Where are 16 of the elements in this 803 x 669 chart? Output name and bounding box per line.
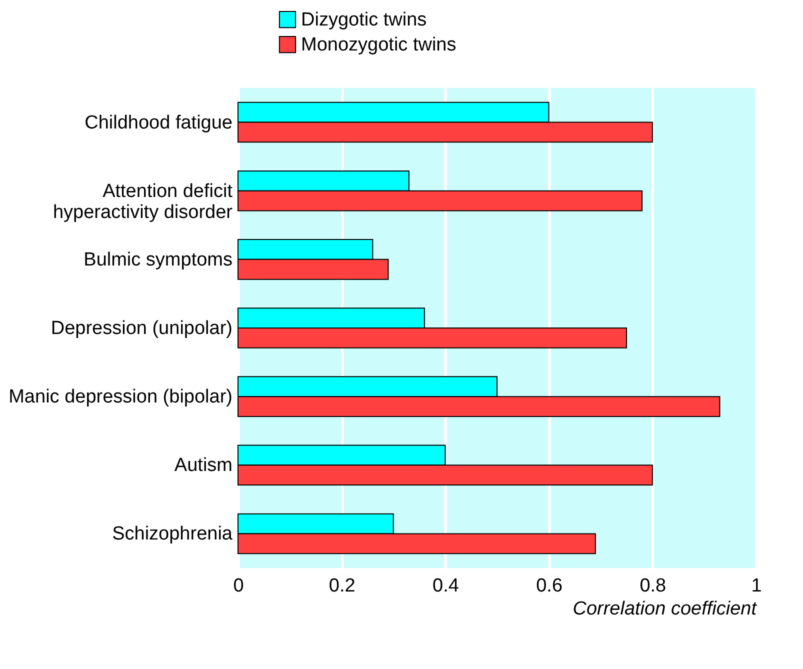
y-tick-label: Depression (unipolar) bbox=[50, 318, 232, 339]
y-tick-label: Autism bbox=[174, 455, 232, 476]
x-axis-title: Correlation coefficient bbox=[572, 598, 758, 620]
y-tick-label: Bulmic symptoms bbox=[84, 249, 232, 270]
y-tick-label: Schizophrenia bbox=[112, 524, 233, 545]
x-tick-label: 0.2 bbox=[328, 576, 356, 596]
x-tick-label: 0 bbox=[233, 576, 244, 596]
y-tick-label: Attention deficit hyperactivity disorder bbox=[52, 180, 234, 223]
x-tick-label: 1 bbox=[751, 576, 762, 596]
legend-label: Monozygotic twins bbox=[301, 34, 456, 56]
x-tick-label: 0.6 bbox=[536, 576, 563, 596]
legend-label: Dizygotic twins bbox=[301, 10, 427, 30]
y-tick-label: Manic depression (bipolar) bbox=[8, 386, 232, 408]
x-tick-label: 0.4 bbox=[432, 576, 460, 596]
x-tick-label: 0.8 bbox=[640, 576, 666, 596]
y-tick-label: Childhood fatigue bbox=[84, 112, 232, 134]
